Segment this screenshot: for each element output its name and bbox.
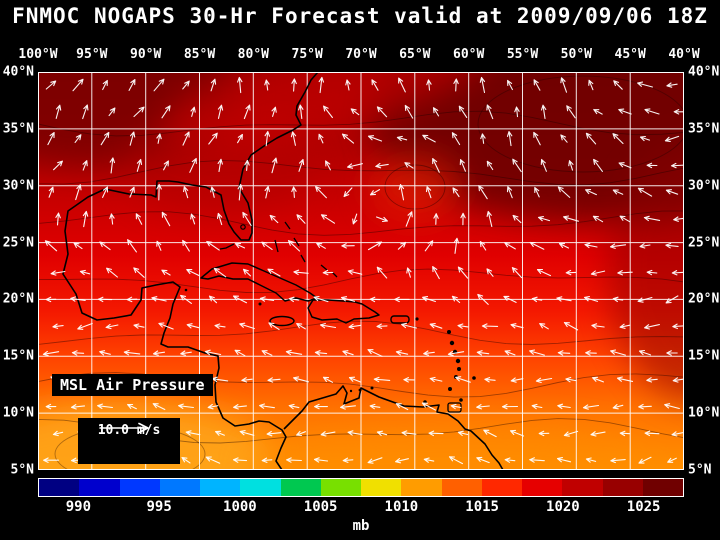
lon-label: 70°W [345, 47, 377, 62]
lat-label-left: 30°N [2, 178, 34, 194]
colorbar-segment [159, 479, 200, 496]
lat-label-left: 5°N [10, 462, 34, 478]
colorbar-segment [39, 479, 80, 496]
colorbar-segment [481, 479, 522, 496]
lon-label: 80°W [237, 47, 269, 62]
colorbar-tick: 1000 [223, 499, 257, 515]
lon-label: 95°W [76, 47, 108, 62]
lon-label: 50°W [560, 47, 592, 62]
wind-vector-legend: 10.0 m/s [78, 418, 180, 464]
lat-label-right: 40°N [688, 64, 720, 80]
colorbar-tick: 1005 [303, 499, 338, 515]
lat-label-left: 40°N [2, 64, 34, 80]
colorbar-segment [642, 479, 683, 496]
lon-label: 75°W [291, 47, 323, 62]
colorbar-segment [522, 479, 563, 496]
field-label: MSL Air Pressure [52, 374, 213, 396]
lat-label-left: 10°N [2, 405, 34, 421]
colorbar-segment [320, 479, 361, 496]
colorbar-tick: 990 [65, 499, 92, 515]
colorbar-segment [280, 479, 321, 496]
colorbar-tick: 1015 [465, 499, 499, 515]
lat-label-right: 35°N [688, 121, 720, 137]
reference-arrow-icon [99, 422, 149, 434]
colorbar-unit: mb [352, 518, 370, 534]
lon-label: 55°W [506, 47, 539, 62]
lat-label-left: 35°N [2, 121, 34, 137]
colorbar [38, 478, 684, 497]
lon-label: 60°W [453, 47, 485, 62]
lat-label-right: 25°N [688, 235, 720, 251]
lon-label: 40°W [668, 47, 700, 62]
lat-label-right: 10°N [688, 405, 720, 421]
lat-label-left: 15°N [2, 348, 34, 364]
colorbar-tick: 995 [146, 499, 172, 515]
colorbar-tick: 1010 [384, 499, 419, 515]
colorbar-segment [441, 479, 482, 496]
colorbar-segment [119, 479, 160, 496]
colorbar-segment [602, 479, 643, 496]
lat-label-right: 20°N [688, 291, 720, 307]
lon-label: 85°W [183, 47, 216, 62]
lon-label: 65°W [399, 47, 431, 62]
lat-label-left: 20°N [2, 291, 34, 307]
lon-label: 100°W [18, 47, 58, 62]
colorbar-segment [401, 479, 442, 496]
colorbar-segment [240, 479, 281, 496]
lon-label: 90°W [130, 47, 162, 62]
lat-label-right: 15°N [688, 348, 720, 364]
colorbar-segment [79, 479, 120, 496]
map-area: MSL Air Pressure 10.0 m/s [38, 72, 684, 470]
lat-label-right: 5°N [688, 462, 712, 478]
colorbar-segment [200, 479, 241, 496]
colorbar-segment [361, 479, 402, 496]
colorbar-tick: 1020 [546, 499, 580, 515]
pressure-wind-map [38, 72, 684, 470]
lat-label-right: 30°N [688, 178, 720, 194]
lon-label: 45°W [614, 47, 646, 62]
colorbar-tick: 1025 [626, 499, 661, 515]
page-title: FNMOC NOGAPS 30-Hr Forecast valid at 200… [12, 4, 708, 28]
lat-label-left: 25°N [2, 235, 34, 251]
colorbar-segment [562, 479, 603, 496]
